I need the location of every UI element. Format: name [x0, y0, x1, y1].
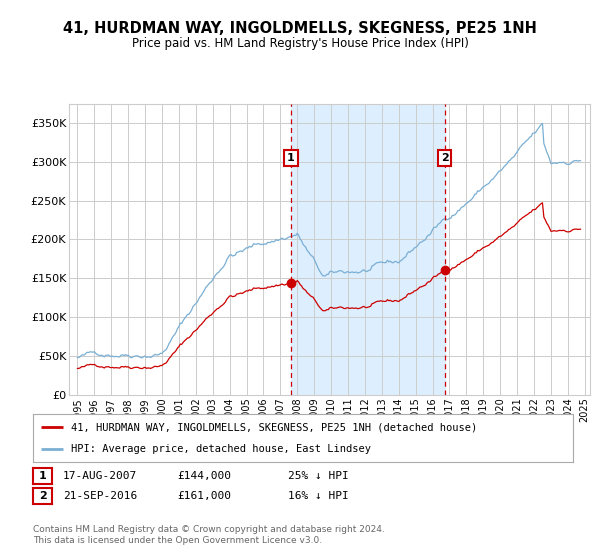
Text: 41, HURDMAN WAY, INGOLDMELLS, SKEGNESS, PE25 1NH: 41, HURDMAN WAY, INGOLDMELLS, SKEGNESS, …	[63, 21, 537, 36]
Text: HPI: Average price, detached house, East Lindsey: HPI: Average price, detached house, East…	[71, 444, 371, 454]
Text: 21-SEP-2016: 21-SEP-2016	[63, 491, 137, 501]
Text: 17-AUG-2007: 17-AUG-2007	[63, 471, 137, 481]
Text: 25% ↓ HPI: 25% ↓ HPI	[288, 471, 349, 481]
Text: 41, HURDMAN WAY, INGOLDMELLS, SKEGNESS, PE25 1NH (detached house): 41, HURDMAN WAY, INGOLDMELLS, SKEGNESS, …	[71, 422, 477, 432]
Text: 2: 2	[441, 153, 449, 163]
Text: 2: 2	[39, 491, 46, 501]
Text: £144,000: £144,000	[177, 471, 231, 481]
Text: Price paid vs. HM Land Registry's House Price Index (HPI): Price paid vs. HM Land Registry's House …	[131, 37, 469, 50]
Text: £161,000: £161,000	[177, 491, 231, 501]
Text: 1: 1	[287, 153, 295, 163]
Text: 16% ↓ HPI: 16% ↓ HPI	[288, 491, 349, 501]
Text: 1: 1	[39, 471, 46, 481]
Text: Contains HM Land Registry data © Crown copyright and database right 2024.
This d: Contains HM Land Registry data © Crown c…	[33, 525, 385, 545]
Bar	[291, 104, 445, 395]
